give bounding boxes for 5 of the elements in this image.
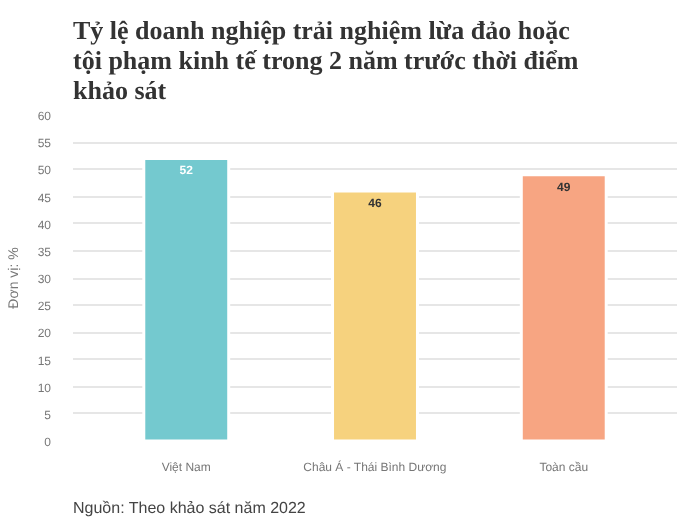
- chart-title: Tỷ lệ doanh nghiệp trải nghiệm lừa đảo hoặc tội phạm kinh tế trong 2 năm trước thời điểm khảo sát: [73, 15, 579, 105]
- text: Nguồn: Theo khảo sát năm 2022: [73, 499, 307, 517]
- bar: [519, 173, 608, 441]
- bar: [331, 189, 419, 441]
- bar: [142, 156, 231, 441]
